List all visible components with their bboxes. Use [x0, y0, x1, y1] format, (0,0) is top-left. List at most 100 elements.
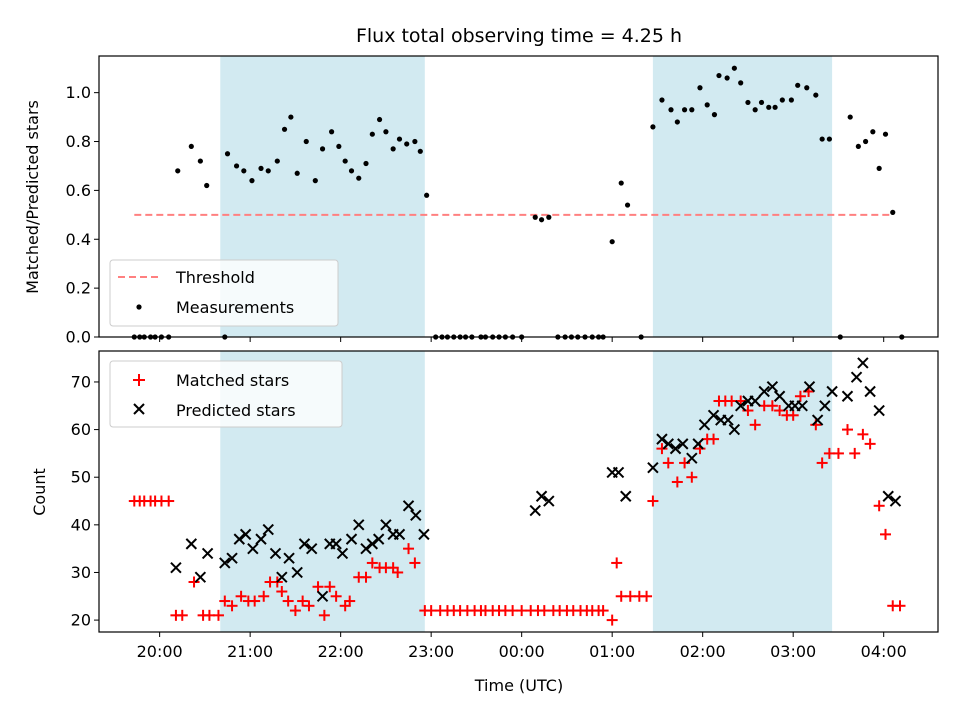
- measurement-point: [319, 146, 326, 152]
- measurement-point: [766, 104, 772, 110]
- measurement-point: [804, 85, 810, 91]
- measurement-point: [711, 112, 718, 118]
- measurement-point: [336, 143, 342, 150]
- measurement-point: [396, 136, 403, 142]
- matched-star-point: [392, 566, 404, 578]
- predicted-star-point: [330, 538, 342, 550]
- measurement-point: [281, 126, 288, 132]
- matched-stars-legend-swatch: [133, 374, 145, 386]
- matched-star-point: [880, 528, 892, 540]
- measurement-point: [788, 97, 794, 103]
- measurement-point: [417, 148, 423, 154]
- matched-star-point: [686, 471, 698, 483]
- predicted-star-point: [826, 385, 838, 398]
- predicted-star-point: [366, 538, 379, 550]
- measurement-point: [813, 92, 819, 98]
- measurement-point: [412, 138, 418, 145]
- measurement-point: [724, 75, 730, 81]
- measurement-point: [826, 136, 832, 142]
- predicted-star-point: [170, 561, 182, 574]
- matched-star-point: [188, 576, 200, 588]
- predicted-star-point: [185, 538, 198, 550]
- predicted-star-point: [656, 433, 668, 445]
- predicted-star-point: [686, 452, 698, 464]
- x-axis-label: Time (UTC): [474, 676, 563, 695]
- matched-star-point: [816, 457, 828, 469]
- y-tick-label: 30: [71, 563, 91, 582]
- counts-panel: 20 30 40 50 60 70 20:00 21:00 22:00 23:00 00:00 01…: [30, 350, 939, 695]
- ratio-axes-frame: [98, 55, 939, 338]
- predicted-star-point: [336, 547, 349, 560]
- x-tick-label: 22:00: [318, 642, 364, 661]
- predicted-star-point: [410, 509, 422, 522]
- matched-star-point: [749, 419, 761, 431]
- matched-star-point: [864, 438, 876, 450]
- x-tick-label: 23:00: [408, 642, 454, 661]
- predicted-star-point: [372, 533, 385, 545]
- predicted-star-point: [857, 357, 869, 369]
- measurement-point: [752, 107, 758, 113]
- measurement-point: [390, 146, 396, 152]
- y-tick-label: 0.2: [66, 279, 91, 298]
- predicted-stars-points: [170, 357, 902, 602]
- predicted-star-point: [276, 571, 288, 583]
- measurement-point: [329, 129, 335, 135]
- predicted-star-point: [283, 552, 295, 564]
- matched-star-point: [318, 609, 330, 621]
- x-tick-label: 04:00: [861, 642, 907, 661]
- measurement-point: [265, 168, 271, 174]
- predicted-star-point: [298, 538, 311, 550]
- measurement-point: [288, 114, 294, 120]
- predicted-star-point: [796, 400, 808, 412]
- x-tick-label: 01:00: [589, 642, 635, 661]
- predicted-star-point: [841, 390, 854, 402]
- predicted-star-point: [529, 504, 541, 517]
- x-tick-label: 03:00: [770, 642, 816, 661]
- predicted-star-point: [247, 542, 259, 555]
- measurement-point: [795, 82, 801, 88]
- counts-y-axis-label: Count: [30, 468, 49, 516]
- matched-stars-legend-label: Matched stars: [176, 371, 289, 390]
- predicted-star-point: [418, 528, 430, 541]
- matched-star-point: [708, 433, 720, 445]
- x-tick-label: 02:00: [680, 642, 726, 661]
- matched-star-point: [276, 586, 288, 598]
- measurement-point: [175, 168, 181, 174]
- predicted-star-point: [262, 523, 274, 536]
- predicted-star-point: [734, 400, 747, 412]
- ratio-y-ticks: 0.0 0.2 0.4 0.6 0.8 1.0: [66, 83, 99, 347]
- measurement-point: [197, 158, 203, 164]
- measurement-point: [224, 151, 231, 157]
- ratio-points: [131, 65, 905, 340]
- matched-star-point: [841, 424, 853, 436]
- predicted-star-point: [864, 385, 876, 398]
- x-tick-label: 00:00: [499, 642, 545, 661]
- measurement-point: [624, 202, 631, 208]
- measurement-point: [772, 104, 778, 110]
- measurement-point: [745, 99, 751, 106]
- measurements-legend-label: Measurements: [176, 298, 294, 317]
- matched-star-point: [312, 581, 324, 593]
- ratio-legend: Threshold Measurements: [109, 259, 339, 327]
- predicted-star-point: [233, 533, 245, 545]
- measurement-point: [376, 116, 383, 123]
- y-tick-label: 40: [71, 515, 91, 534]
- measurement-point: [369, 131, 375, 137]
- predicted-star-point: [677, 438, 689, 450]
- predicted-star-point: [819, 400, 831, 412]
- predicted-star-point: [773, 390, 786, 402]
- matched-star-point: [163, 495, 175, 507]
- matched-star-point: [330, 590, 342, 602]
- x-tick-label: 21:00: [227, 642, 273, 661]
- matched-star-point: [219, 595, 231, 607]
- predicted-star-point: [803, 381, 816, 393]
- measurement-point: [870, 129, 876, 135]
- measurement-point: [312, 178, 318, 184]
- predicted-star-point: [239, 528, 252, 541]
- y-tick-label: 70: [71, 372, 91, 391]
- matched-star-point: [303, 600, 315, 612]
- measurement-point: [731, 65, 737, 71]
- measurement-point: [689, 107, 695, 113]
- matched-star-point: [297, 595, 309, 607]
